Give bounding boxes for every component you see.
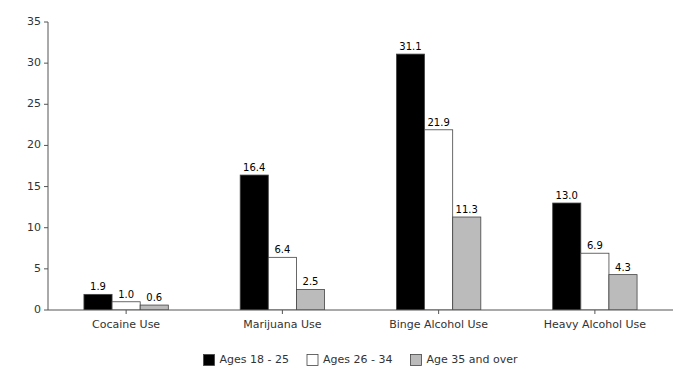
y-tick (44, 310, 48, 311)
data-label: 1.0 (118, 289, 134, 300)
y-tick-label: 25 (27, 97, 41, 110)
bar (396, 54, 424, 310)
x-tick-label: Heavy Alcohol Use (544, 318, 647, 331)
legend-label: Ages 26 - 34 (323, 353, 392, 366)
data-label: 16.4 (243, 162, 265, 173)
x-tick (282, 310, 283, 314)
data-label: 13.0 (556, 190, 578, 201)
x-tick-label: Cocaine Use (92, 318, 160, 331)
y-tick (44, 145, 48, 146)
data-label: 6.9 (587, 240, 603, 251)
data-label: 31.1 (399, 41, 421, 52)
data-label: 0.6 (146, 292, 162, 303)
data-labels: 1.9 16.4 31.1 13.0 1.0 6.4 21.9 6.9 0.6 2.5 11.3 4.… (90, 41, 631, 303)
y-tick (44, 186, 48, 187)
bars (84, 54, 637, 310)
legend-label: Ages 18 - 25 (220, 353, 289, 366)
data-label: 4.3 (615, 262, 631, 273)
y-tick (44, 22, 48, 23)
y-tick (44, 268, 48, 269)
legend: Ages 18 - 25 Ages 26 - 34 Age 35 and over (204, 353, 518, 366)
bar (84, 294, 112, 310)
x-axis-line (48, 310, 673, 311)
bar (553, 203, 581, 310)
bar (268, 257, 296, 310)
y-tick (44, 227, 48, 228)
bar (140, 305, 168, 310)
legend-swatch (410, 355, 421, 366)
y-tick-label: 5 (34, 262, 41, 275)
y-axis-line (48, 22, 49, 310)
y-tick-label: 20 (27, 138, 41, 151)
bar (240, 175, 268, 310)
x-tick (126, 310, 127, 314)
data-label: 21.9 (427, 117, 449, 128)
bar (453, 217, 481, 310)
y-tick (44, 104, 48, 105)
x-tick-label: Marijuana Use (243, 318, 322, 331)
chart: 0 5 10 15 20 25 30 35 1.9 16.4 31.1 13.0 1.0 6.4 21.9 6… (0, 0, 687, 382)
data-label: 1.9 (90, 281, 106, 292)
y-tick-label: 15 (27, 180, 41, 193)
bar (609, 275, 637, 310)
bar (425, 130, 453, 310)
x-tick (438, 310, 439, 314)
x-tick-label: Binge Alcohol Use (389, 318, 488, 331)
bar (296, 289, 324, 310)
data-label: 6.4 (274, 244, 290, 255)
legend-label: Age 35 and over (426, 353, 517, 366)
x-tick (594, 310, 595, 314)
data-label: 2.5 (303, 276, 319, 287)
bar (581, 253, 609, 310)
y-tick (44, 63, 48, 64)
data-label: 11.3 (456, 204, 478, 215)
bar (112, 302, 140, 310)
y-tick-label: 35 (27, 15, 41, 28)
y-tick-label: 30 (27, 56, 41, 69)
y-tick-label: 0 (34, 303, 41, 316)
legend-swatch (307, 355, 318, 366)
y-tick-label: 10 (27, 221, 41, 234)
legend-swatch (204, 355, 215, 366)
